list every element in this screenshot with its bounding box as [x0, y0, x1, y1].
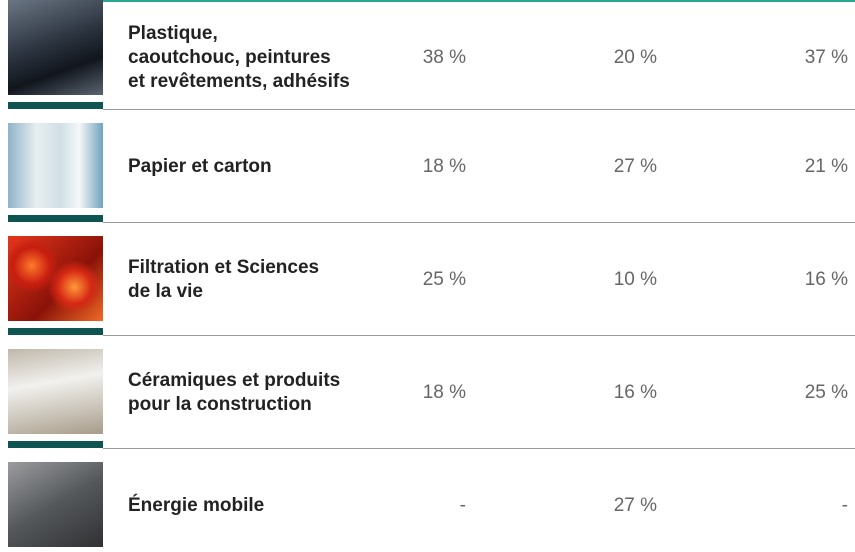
- row-image: [8, 462, 103, 547]
- label-line: Céramiques et produits: [128, 370, 341, 391]
- label-line: pour la construction: [128, 394, 312, 415]
- table-row: Céramiques et produits pour la constructi…: [0, 339, 855, 452]
- row-label: Papier et carton: [128, 155, 408, 179]
- row-image: [8, 236, 103, 321]
- label-line: Énergie mobile: [128, 495, 265, 516]
- table-row: Énergie mobile - 27 % -: [0, 452, 855, 552]
- row-value: -: [459, 495, 466, 516]
- row-label: Céramiques et produits pour la constructi…: [128, 369, 408, 417]
- label-line: Filtration et Sciences: [128, 257, 320, 278]
- row-value: -: [841, 495, 848, 516]
- row-label: Plastique, caoutchouc, peintures et revête…: [128, 22, 408, 94]
- row-accent: [8, 328, 103, 335]
- table-row: Papier et carton 18 % 27 % 21 %: [0, 113, 855, 226]
- row-accent: [8, 102, 103, 109]
- row-image: [8, 0, 103, 95]
- row-value: 25 %: [804, 382, 848, 403]
- row-value: 21 %: [804, 156, 848, 177]
- row-label: Énergie mobile: [128, 494, 408, 518]
- row-image: [8, 123, 103, 208]
- table-row: Filtration et Sciences de la vie 25 % 10 % 1…: [0, 226, 855, 339]
- label-line: Papier et carton: [128, 156, 272, 177]
- row-label: Filtration et Sciences de la vie: [128, 256, 408, 304]
- row-value: 16 %: [804, 269, 848, 290]
- row-value: 16 %: [613, 382, 657, 403]
- row-value: 37 %: [804, 47, 848, 68]
- row-value: 27 %: [613, 156, 657, 177]
- row-value: 27 %: [613, 495, 657, 516]
- row-value: 10 %: [613, 269, 657, 290]
- row-separator: [103, 222, 855, 223]
- row-separator: [103, 109, 855, 110]
- top-rule: [103, 0, 855, 2]
- label-line: et revêtements, adhésifs: [128, 71, 350, 92]
- row-separator: [103, 448, 855, 449]
- row-value: 18 %: [422, 382, 466, 403]
- row-image: [8, 349, 103, 434]
- row-separator: [103, 335, 855, 336]
- row-accent: [8, 215, 103, 222]
- label-line: Plastique,: [128, 23, 218, 44]
- row-accent: [8, 441, 103, 448]
- label-line: de la vie: [128, 281, 203, 302]
- row-value: 20 %: [613, 47, 657, 68]
- table-row: Plastique, caoutchouc, peintures et revête…: [0, 0, 855, 113]
- label-line: caoutchouc, peintures: [128, 47, 331, 68]
- row-value: 38 %: [422, 47, 466, 68]
- row-value: 25 %: [422, 269, 466, 290]
- row-value: 18 %: [422, 156, 466, 177]
